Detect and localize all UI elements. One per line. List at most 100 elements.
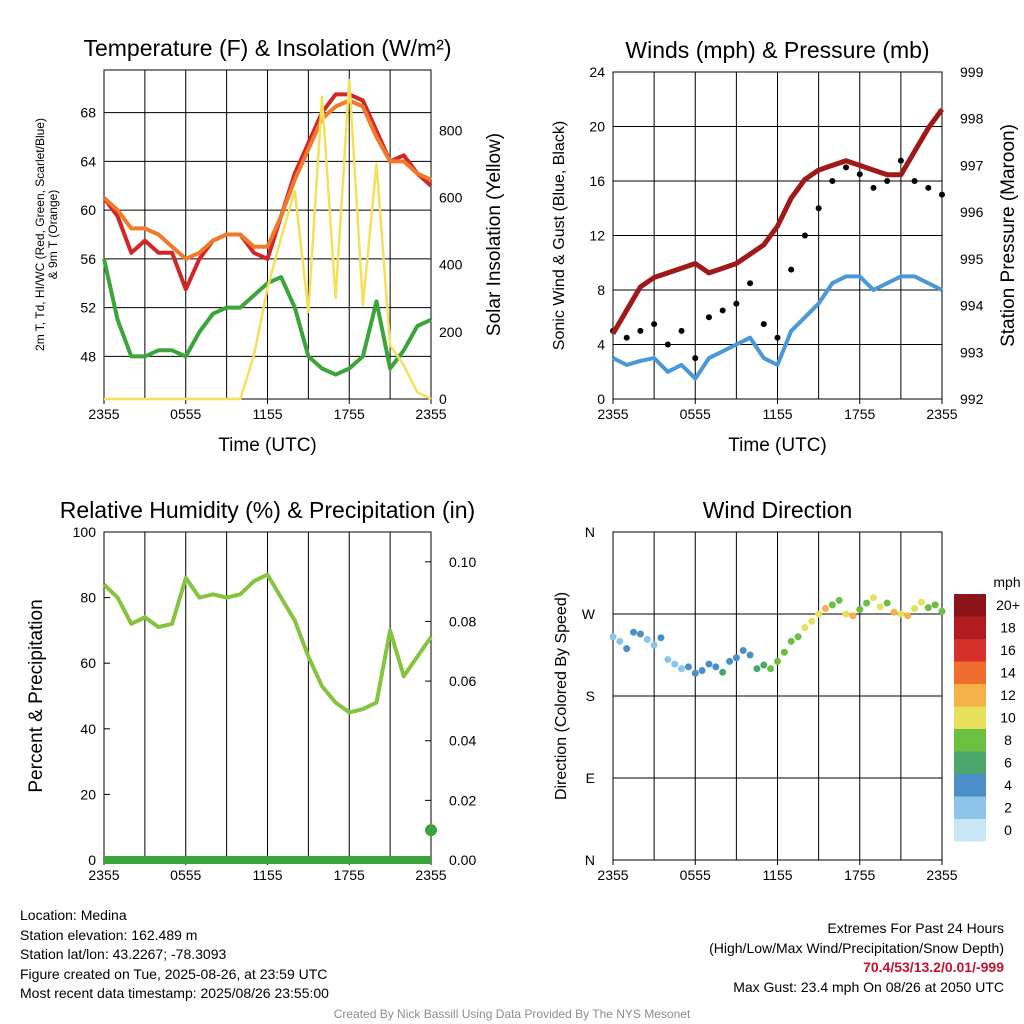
- y-tick-label: 4: [597, 337, 605, 353]
- direction-point: [753, 665, 761, 673]
- direction-point: [931, 601, 939, 609]
- x-tick-label: 1155: [762, 406, 792, 422]
- colorbar-label: 2: [1004, 800, 1012, 816]
- direction-point: [917, 598, 925, 606]
- y2-tick-label: 995: [960, 251, 984, 267]
- direction-point: [897, 610, 905, 618]
- direction-point: [698, 666, 706, 674]
- y-tick-label: W: [582, 606, 596, 622]
- direction-point: [678, 665, 686, 673]
- gust-point: [623, 334, 630, 341]
- gust-point: [637, 327, 644, 334]
- x-tick-label: 0555: [680, 406, 711, 422]
- y-axis-label: Sonic Wind & Gust (Blue, Black): [551, 121, 568, 350]
- direction-point: [684, 663, 692, 671]
- gust-point: [939, 191, 945, 198]
- y-tick-label: N: [585, 524, 595, 540]
- colorbar-label: 4: [1004, 777, 1012, 793]
- gust-point: [801, 232, 808, 239]
- y-tick-label: 40: [80, 721, 96, 737]
- x-tick-label: 2355: [926, 406, 957, 422]
- 2m-t-line: [102, 92, 433, 292]
- colorbar-swatch: [954, 639, 986, 662]
- y-tick-label: 48: [80, 348, 96, 364]
- direction-point: [671, 660, 679, 668]
- y2-axis-label: Solar Insolation (Yellow): [484, 133, 505, 336]
- direction-point: [657, 634, 665, 642]
- relative-humidity-line: [102, 572, 433, 715]
- y2-tick-label: 994: [960, 298, 984, 314]
- direction-point: [856, 605, 864, 613]
- direction-point: [726, 657, 734, 665]
- direction-point: [636, 630, 644, 638]
- y-tick-label: 68: [80, 105, 96, 121]
- colorbar-label: 10: [1000, 710, 1016, 726]
- gust-point: [911, 178, 918, 184]
- y2-tick-label: 600: [439, 190, 463, 206]
- x-axis-label: Time (UTC): [728, 435, 827, 456]
- y-tick-label: 64: [80, 153, 96, 169]
- chart-title: Wind Direction: [703, 497, 853, 523]
- direction-point: [609, 633, 617, 641]
- x-tick-label: 2355: [415, 867, 446, 883]
- gust-point: [692, 355, 699, 362]
- gust-point: [774, 334, 781, 341]
- y2-tick-label: 992: [960, 391, 984, 407]
- x-tick-label: 2355: [88, 406, 119, 422]
- direction-point: [739, 646, 747, 654]
- direction-point: [774, 657, 781, 665]
- direction-point: [719, 668, 727, 676]
- direction-point: [767, 665, 775, 673]
- y-tick-label: 20: [589, 119, 605, 135]
- direction-point: [616, 637, 624, 645]
- extremes-values: 70.4/53/13.2/0.01/-999: [863, 959, 1004, 975]
- direction-point: [883, 599, 891, 607]
- direction-point: [849, 612, 857, 620]
- x-tick-label: 2355: [926, 867, 957, 883]
- y2-tick-label: 996: [960, 204, 984, 220]
- y2-tick-label: 998: [960, 111, 984, 127]
- colorbar-swatch: [954, 616, 986, 639]
- y2-tick-label: 0.08: [449, 613, 476, 629]
- x-tick-label: 1755: [334, 867, 365, 883]
- direction-point: [863, 599, 871, 607]
- colorbar-label: 14: [1000, 665, 1016, 681]
- extremes-legend: (High/Low/Max Wind/Precipitation/Snow De…: [709, 939, 1004, 956]
- credit-text: Created By Nick Bassill Using Data Provi…: [333, 1007, 691, 1021]
- direction-point: [938, 607, 946, 615]
- direction-point: [801, 624, 809, 632]
- gust-point: [733, 300, 740, 307]
- y-axis-label-line1: 2m T, Td, HI/WC (Red, Green, Scarlet/Blu…: [33, 118, 47, 351]
- y-tick-label: N: [585, 852, 595, 868]
- y2-tick-label: 997: [960, 157, 984, 173]
- insolation-line: [104, 78, 432, 401]
- latlon-text: Station lat/lon: 43.2267; -78.3093: [20, 946, 227, 962]
- y2-tick-label: 0.02: [449, 792, 476, 808]
- x-tick-label: 1155: [252, 867, 282, 883]
- y2-tick-label: 0.06: [449, 673, 476, 689]
- gust-point: [651, 321, 658, 328]
- gust-point: [897, 157, 904, 164]
- direction-point: [650, 641, 658, 649]
- direction-point: [842, 610, 850, 618]
- colorbar-label: 20+: [996, 597, 1020, 613]
- y2-tick-label: 993: [960, 344, 984, 360]
- direction-point: [828, 601, 836, 609]
- y-axis-label: Percent & Precipitation: [26, 599, 47, 792]
- direction-point: [869, 594, 877, 602]
- x-tick-label: 1755: [844, 867, 875, 883]
- chart-title: Relative Humidity (%) & Precipitation (i…: [60, 497, 475, 523]
- gust-point: [856, 171, 863, 178]
- direction-point: [835, 596, 843, 604]
- x-tick-label: 2355: [597, 406, 628, 422]
- direction-point: [876, 603, 884, 611]
- direction-point: [924, 604, 932, 612]
- gust-point: [829, 178, 836, 184]
- y-tick-label: 80: [80, 590, 96, 606]
- x-tick-label: 1155: [252, 406, 282, 422]
- colorbar-swatch: [954, 594, 986, 617]
- y-tick-label: 12: [589, 228, 605, 244]
- direction-point: [732, 654, 740, 662]
- x-tick-label: 2355: [415, 406, 446, 422]
- colorbar-label: 6: [1004, 755, 1012, 771]
